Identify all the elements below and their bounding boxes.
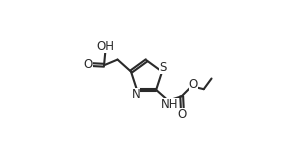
Text: OH: OH bbox=[96, 40, 114, 53]
Text: O: O bbox=[83, 58, 93, 71]
Text: S: S bbox=[159, 61, 166, 74]
Text: N: N bbox=[132, 88, 140, 101]
Text: O: O bbox=[189, 78, 198, 91]
Text: O: O bbox=[178, 108, 187, 121]
Text: NH: NH bbox=[161, 98, 179, 111]
